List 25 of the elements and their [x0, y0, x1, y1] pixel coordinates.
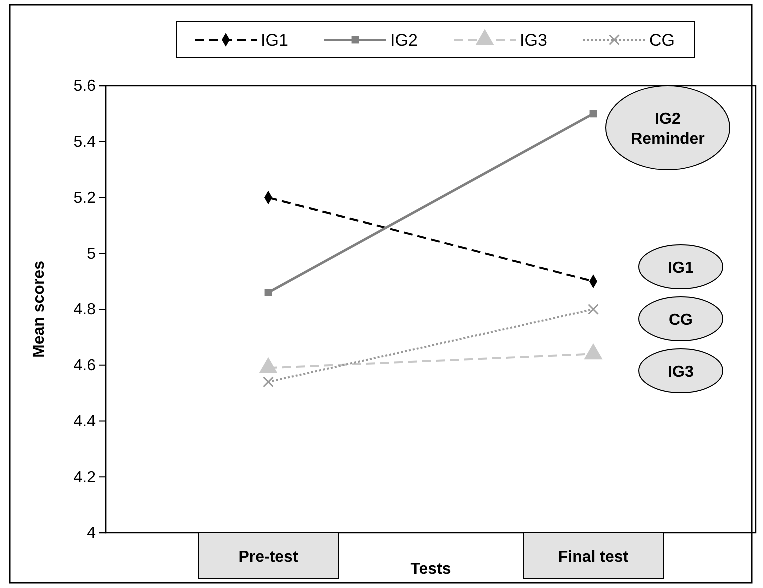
x-tick-label: Final test [558, 549, 630, 566]
x-axis-title: Tests [410, 561, 452, 578]
y-tick-label: 5.4 [74, 134, 96, 151]
point [263, 376, 274, 388]
y-tick-label: 4 [87, 525, 96, 542]
annotation: CG [669, 312, 693, 329]
point [588, 304, 599, 315]
y-tick-label: 4.6 [74, 357, 96, 374]
y-tick-label: 5.2 [74, 190, 96, 207]
annotation: IG1 [668, 260, 694, 277]
point [264, 289, 272, 296]
y-tick-label: 4.2 [74, 469, 96, 486]
legend-label: CG [650, 31, 675, 50]
point [590, 110, 598, 118]
legend-label: IG3 [520, 31, 548, 50]
y-tick-label: 4.8 [74, 302, 96, 319]
annotation: IG3 [668, 364, 694, 381]
y-tick-label: 4.4 [74, 413, 96, 430]
y-axis-title: Mean scores [31, 260, 48, 358]
annotation: IG2 Reminder [631, 111, 705, 148]
y-tick-label: 5 [87, 246, 96, 263]
legend-label: IG2 [390, 31, 418, 50]
x-tick-label: Pre-test [238, 549, 299, 566]
legend-label: IG1 [261, 31, 288, 50]
y-tick-label: 5.6 [74, 78, 96, 96]
